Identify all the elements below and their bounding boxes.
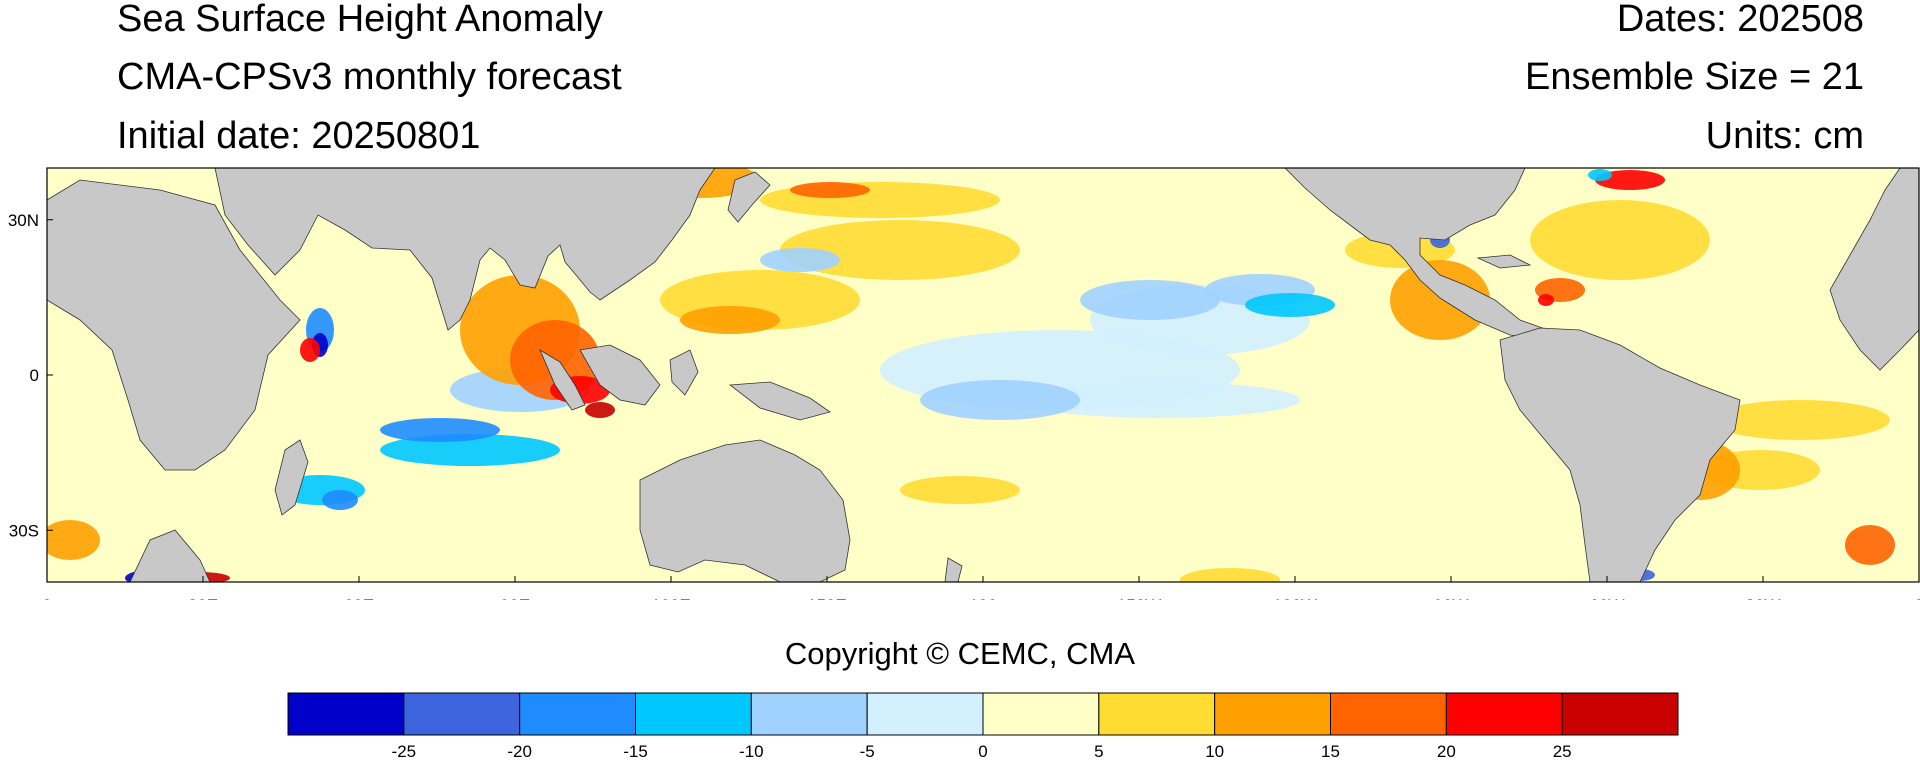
dates-label: Dates: 202508 — [1616, 0, 1864, 40]
sumatra-landmass — [539, 349, 586, 411]
colorbar-tick-label: 15 — [1321, 742, 1340, 761]
colorbar-tick-label: -10 — [739, 742, 764, 761]
colorbar-swatch — [635, 692, 752, 736]
lat-label: 30N — [8, 211, 39, 230]
colorbar-swatch — [866, 692, 984, 736]
lon-label: 150E — [807, 596, 847, 600]
south-africa-tip-landmass — [129, 529, 211, 582]
australia-landmass — [639, 439, 851, 582]
colorbar-swatch — [750, 692, 868, 736]
ssh-anomaly-map: 30N 0 30S 0 30E 60E 90E 120E 150E 180 150W 120W 90W… — [8, 167, 1920, 600]
lon-label: 0 — [1914, 596, 1920, 600]
longitude-axis: 0 30E 60E 90E 120E 150E 180 150W 120W 90W 60W 30W 0 — [42, 576, 1920, 600]
cuba-landmass — [1476, 254, 1532, 269]
lon-label: 60E — [344, 596, 374, 600]
colorbar-tick-label: -20 — [507, 742, 532, 761]
title-line-3: Initial date: 20250801 — [117, 115, 481, 157]
colorbar-swatch — [519, 692, 637, 736]
colorbar-tick-label: -25 — [391, 742, 417, 761]
lon-label: 0 — [42, 596, 51, 600]
colorbar-tick-label: -5 — [859, 742, 875, 761]
colorbar-tick-label: 0 — [978, 742, 988, 761]
lon-label: 120E — [651, 596, 691, 600]
lon-label: 90E — [500, 596, 530, 600]
lon-label: 180 — [969, 596, 997, 600]
colorbar-swatch — [982, 692, 1100, 736]
lon-label: 30E — [188, 596, 218, 600]
latitude-axis: 30N 0 30S — [8, 211, 53, 540]
colorbar-swatch — [1561, 692, 1679, 736]
madagascar-landmass — [274, 439, 309, 516]
africa-landmass — [47, 179, 301, 471]
title-line-1: Sea Surface Height Anomaly — [117, 0, 603, 40]
anomaly-field — [47, 168, 1895, 582]
south-america-landmass — [1499, 327, 1741, 582]
land-layer — [47, 168, 1919, 582]
colorbar-tick-label: -15 — [623, 742, 648, 761]
new-guinea-landmass — [728, 381, 831, 421]
west-africa-landmass — [1829, 168, 1919, 371]
eurasia-landmass — [214, 168, 716, 331]
indonesia-landmass — [579, 344, 661, 406]
colorbar-tick-label: 5 — [1094, 742, 1104, 761]
lon-label: 120W — [1273, 596, 1317, 600]
colorbar-swatch — [1214, 692, 1331, 736]
lon-label: 150W — [1117, 596, 1161, 600]
lat-label: 30S — [9, 521, 39, 540]
colorbar-swatch — [403, 692, 521, 736]
lat-label: 0 — [30, 366, 39, 385]
colorbar-swatch — [1330, 692, 1447, 736]
lon-label: 90W — [1434, 596, 1469, 600]
units-label: Units: cm — [1705, 115, 1864, 157]
colorbar-swatch — [287, 692, 405, 736]
title-line-2: CMA-CPSv3 monthly forecast — [117, 56, 622, 98]
new-zealand-landmass — [944, 557, 963, 582]
copyright-text: Copyright © CEMC, CMA — [784, 636, 1136, 671]
lon-label: 30W — [1746, 596, 1781, 600]
sulawesi-landmass — [669, 349, 699, 396]
colorbar-swatch — [1445, 692, 1563, 736]
colorbar-tick-label: 10 — [1205, 742, 1225, 761]
ensemble-size-label: Ensemble Size = 21 — [1524, 56, 1864, 98]
colorbar-tick-label: 25 — [1552, 742, 1572, 761]
lon-label: 60W — [1590, 596, 1625, 600]
japan-landmass — [727, 171, 771, 223]
colorbar-tick-label: 20 — [1436, 742, 1456, 761]
colorbar-swatch — [1098, 692, 1216, 736]
